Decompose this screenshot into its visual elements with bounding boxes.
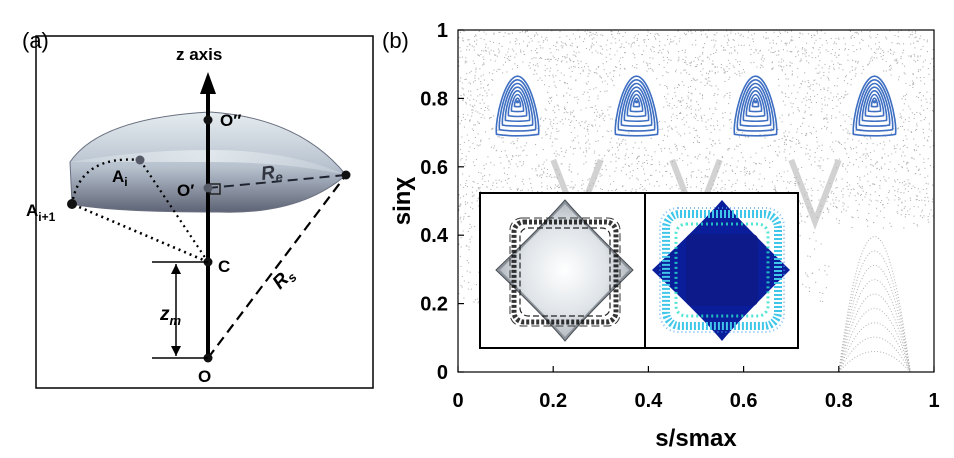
chaos-v-band xyxy=(788,158,842,230)
island-contour xyxy=(867,93,882,113)
point-a-i xyxy=(135,155,145,165)
y-tick-label: 0 xyxy=(437,362,448,384)
dotted-line-c-ai1 xyxy=(71,202,209,264)
y-tick-label: 0.4 xyxy=(420,225,449,247)
z-axis-label: z axis xyxy=(176,45,222,64)
panel-a-frame xyxy=(35,35,374,389)
island xyxy=(852,75,897,137)
island-contours xyxy=(495,75,897,137)
island-center xyxy=(753,100,758,104)
dotted-line-c-ai xyxy=(139,159,209,263)
invariant-curve xyxy=(838,308,911,372)
island-contour xyxy=(852,75,897,137)
x-tick-label: 0.4 xyxy=(634,390,663,412)
island-contour xyxy=(498,79,537,132)
point-o-prime xyxy=(203,183,213,193)
island-contour xyxy=(510,93,525,113)
inset-left-billiard xyxy=(495,199,634,342)
chaotic-sea-points xyxy=(458,30,934,372)
label-o-prime: O′ xyxy=(177,181,194,200)
island-contour xyxy=(632,97,641,108)
island-contour xyxy=(748,93,763,113)
z-axis-arrowhead xyxy=(200,72,216,94)
panel-b-label: (b) xyxy=(382,28,409,53)
island-contour xyxy=(501,82,534,127)
y-tick-label: 1 xyxy=(437,20,448,42)
panel-b: (b) 0 0.2 0.4 0.6 0.8 1 0 0.2 0.4 0.6 0.8 1 s/smax… xyxy=(382,20,940,452)
x-tick-label: 0.8 xyxy=(825,390,853,412)
y-tick-label: 0.6 xyxy=(420,157,448,179)
zm-arrow-down xyxy=(171,346,181,356)
invariant-curve xyxy=(838,264,911,372)
panel-a: (a) z axis O″ O′ C O Ai Ai+1 xyxy=(22,28,374,389)
label-a-i: Ai xyxy=(112,167,128,189)
x-axis-ticks: 0 0.2 0.4 0.6 0.8 1 xyxy=(452,366,940,412)
point-o-double-prime xyxy=(203,115,213,125)
island-contour xyxy=(620,82,653,127)
plot-frame xyxy=(457,29,935,373)
inset xyxy=(479,192,799,349)
label-o: O xyxy=(198,367,211,386)
island-contour xyxy=(745,90,766,118)
x-axis-title: s/smax xyxy=(655,425,737,452)
island-contour xyxy=(614,75,659,137)
island-contour xyxy=(861,86,888,123)
island-contour xyxy=(626,90,647,118)
point-a-i1 xyxy=(67,199,77,209)
island-contour xyxy=(629,93,644,113)
invariant-curve xyxy=(838,279,911,372)
x-tick-label: 1 xyxy=(928,390,939,412)
label-zm: zm xyxy=(159,304,182,328)
island xyxy=(614,75,659,137)
island-contour xyxy=(495,75,540,137)
island-center xyxy=(872,100,877,104)
label-o-double-prime: O″ xyxy=(220,111,241,130)
y-axis-ticks: 0 0.2 0.4 0.6 0.8 1 xyxy=(420,20,464,384)
island-contour xyxy=(736,79,775,132)
island-contour xyxy=(507,90,528,118)
rs-dashed-line xyxy=(207,174,347,359)
label-a-i1: Ai+1 xyxy=(26,201,56,224)
y-tick-label: 0.2 xyxy=(420,294,448,316)
island-center xyxy=(634,100,639,104)
label-rs: Rs xyxy=(269,264,300,295)
inset-right-billiard xyxy=(652,200,790,341)
island xyxy=(495,75,540,137)
island-contour xyxy=(623,86,650,123)
point-rim-right xyxy=(341,170,351,180)
island-contour xyxy=(751,97,760,108)
invariant-curve xyxy=(838,336,911,372)
island-contour xyxy=(855,79,894,132)
label-c: C xyxy=(218,257,230,276)
island xyxy=(733,75,778,137)
island-contour xyxy=(739,82,772,127)
island-contour xyxy=(858,82,891,127)
x-tick-label: 0 xyxy=(452,390,463,412)
island-contour xyxy=(617,79,656,132)
dotted-arc-ai-ai1 xyxy=(70,158,141,205)
label-re: Re xyxy=(260,161,284,187)
y-axis-title: sinχ xyxy=(389,177,416,226)
zm-arrow-up xyxy=(171,264,181,274)
invariant-curve xyxy=(838,250,911,372)
island-contour xyxy=(870,97,879,108)
re-dashed-line xyxy=(207,174,347,189)
island-center xyxy=(515,100,520,104)
island-contour xyxy=(742,86,769,123)
invariant-curve xyxy=(838,350,911,372)
island-contour xyxy=(733,75,778,137)
x-tick-label: 0.2 xyxy=(539,390,567,412)
y-tick-label: 0.8 xyxy=(420,88,448,110)
invariant-curve xyxy=(838,322,911,372)
island-contour xyxy=(513,97,522,108)
island-contour xyxy=(864,90,885,118)
x-tick-label: 0.6 xyxy=(730,390,758,412)
island-contour xyxy=(504,86,531,123)
